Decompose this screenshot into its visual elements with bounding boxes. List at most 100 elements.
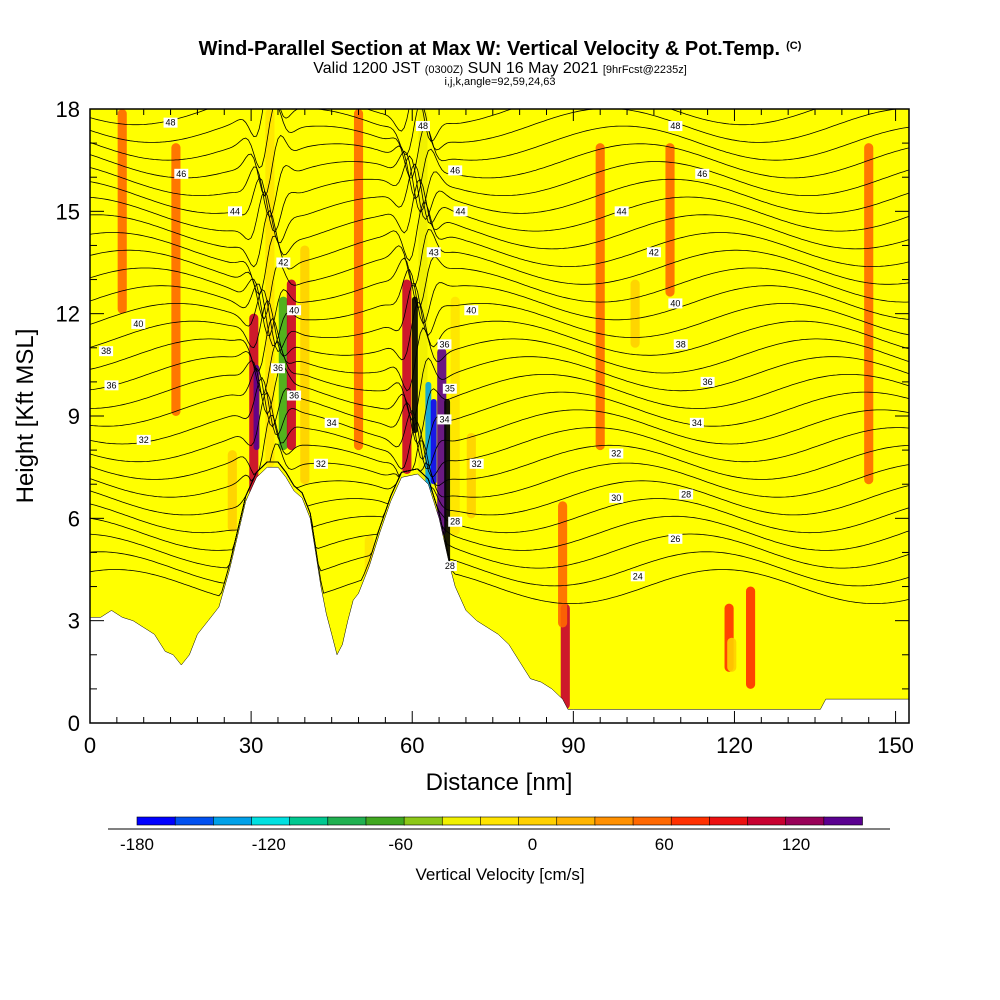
contour-label-35: 48 xyxy=(163,117,178,128)
colorbar-title: Vertical Velocity [cm/s] xyxy=(415,865,584,884)
y-tick-label: 0 xyxy=(68,711,80,736)
theta-contour-39 xyxy=(90,256,909,336)
contour-label-31: 46 xyxy=(695,168,710,179)
theta-contour-49 xyxy=(90,109,817,142)
theta-contour-47 xyxy=(90,109,909,179)
theta-contour-44 xyxy=(90,155,909,233)
contour-label-28: 44 xyxy=(614,206,629,217)
svg-text:44: 44 xyxy=(230,206,240,216)
theta-contour-40 xyxy=(90,229,909,320)
svg-text:28: 28 xyxy=(445,561,455,571)
colorbar-swatch xyxy=(785,816,825,826)
contour-label-26: 42 xyxy=(276,257,291,268)
colorbar-swatch xyxy=(403,816,444,826)
y-tick-label: 15 xyxy=(56,199,80,224)
velocity-feature-15 xyxy=(466,433,476,519)
contour-label-24: 40 xyxy=(131,318,146,329)
contour-label-30: 44 xyxy=(453,206,468,217)
theta-contour-27 xyxy=(90,461,909,516)
velocity-feature-28 xyxy=(727,637,737,672)
svg-text:30: 30 xyxy=(611,493,621,503)
contour-label-10: 34 xyxy=(689,417,704,428)
contour-label-11: 34 xyxy=(437,414,452,425)
svg-text:40: 40 xyxy=(133,319,143,329)
contour-label-32: 46 xyxy=(174,168,189,179)
colorbar-tick-label: -120 xyxy=(252,835,286,854)
contour-label-9: 32 xyxy=(136,434,151,445)
svg-text:32: 32 xyxy=(611,449,621,459)
contour-label-18: 36 xyxy=(104,380,119,391)
contour-label-2: 28 xyxy=(679,489,694,500)
velocity-feature-11 xyxy=(430,398,437,485)
svg-text:32: 32 xyxy=(316,459,326,469)
terrain xyxy=(90,466,909,723)
velocity-feature-22 xyxy=(665,143,675,297)
contour-label-33: 46 xyxy=(448,165,463,176)
svg-text:36: 36 xyxy=(106,380,116,390)
contour-label-22: 40 xyxy=(287,305,302,316)
velocity-feature-3 xyxy=(278,296,288,451)
x-tick-label: 150 xyxy=(877,733,914,758)
theta-contour-48 xyxy=(90,109,903,156)
svg-text:48: 48 xyxy=(418,121,428,131)
svg-text:24: 24 xyxy=(633,571,643,581)
title-mark: (C) xyxy=(786,40,802,52)
theta-contour-46 xyxy=(90,134,909,200)
theta-contours xyxy=(90,109,909,604)
svg-text:32: 32 xyxy=(472,459,482,469)
theta-contour-25 xyxy=(90,461,909,551)
contour-label-17: 36 xyxy=(437,339,452,350)
forecast-info: [9hrFcst@2235z] xyxy=(602,64,687,76)
chart-title: Wind-Parallel Section at Max W: Vertical… xyxy=(198,38,802,60)
velocity-feature-7 xyxy=(402,279,412,474)
svg-text:36: 36 xyxy=(289,391,299,401)
contour-label-27: 43 xyxy=(426,247,441,258)
contour-label-34: 48 xyxy=(668,121,683,132)
theta-contour-34 xyxy=(90,341,909,422)
contour-labels: 24 26 28 28 28 30 32 32 32 32 34 34 34 35 36 36 36 36 36 38… xyxy=(99,117,715,582)
svg-text:40: 40 xyxy=(670,298,680,308)
svg-text:44: 44 xyxy=(456,206,466,216)
chart-subtitle: Valid 1200 JST (0300Z) SUN 16 May 2021 [… xyxy=(313,60,687,77)
svg-text:34: 34 xyxy=(692,418,702,428)
theta-contour-38 xyxy=(90,269,909,347)
y-tick-label: 9 xyxy=(68,404,80,429)
velocity-feature-6 xyxy=(227,450,237,532)
theta-contour-41 xyxy=(90,202,909,296)
theta-contour-30 xyxy=(90,391,909,477)
x-tick-label: 60 xyxy=(400,733,424,758)
colorbar-tick-label: 120 xyxy=(782,835,810,854)
theta-contour-31 xyxy=(90,376,909,470)
contour-label-4: 28 xyxy=(442,561,457,572)
svg-text:34: 34 xyxy=(439,414,449,424)
theta-contour-23 xyxy=(90,461,909,587)
contour-label-15: 36 xyxy=(287,390,302,401)
theta-contour-42 xyxy=(90,178,909,268)
x-axis-title: Distance [nm] xyxy=(426,769,573,796)
grid-info: i,j,k,angle=92,59,24,63 xyxy=(444,76,556,88)
x-tick-label: 0 xyxy=(84,733,96,758)
theta-contour-33 xyxy=(90,360,909,445)
colorbar-swatch xyxy=(518,816,558,826)
theta-contour-43 xyxy=(90,163,909,244)
contour-label-25: 42 xyxy=(646,247,661,258)
x-tick-label: 120 xyxy=(716,733,753,758)
colorbar-tick-label: 60 xyxy=(655,835,674,854)
svg-text:40: 40 xyxy=(466,305,476,315)
svg-text:28: 28 xyxy=(450,517,460,527)
contour-label-23: 40 xyxy=(464,305,479,316)
svg-text:46: 46 xyxy=(176,169,186,179)
velocity-feature-18 xyxy=(558,501,568,628)
colorbar-swatch xyxy=(174,816,215,826)
svg-text:43: 43 xyxy=(429,247,439,257)
svg-text:46: 46 xyxy=(697,169,707,179)
x-tick-label: 30 xyxy=(239,733,263,758)
colorbar-tick-label: -180 xyxy=(120,835,154,854)
valid-utc: (0300Z) xyxy=(424,64,464,76)
colorbar-swatch xyxy=(441,816,482,826)
svg-text:46: 46 xyxy=(450,165,460,175)
svg-text:38: 38 xyxy=(101,346,111,356)
plot-area: 24 26 28 28 28 30 32 32 32 32 34 34 34 35 36 36 36 36 36 38… xyxy=(90,109,909,723)
